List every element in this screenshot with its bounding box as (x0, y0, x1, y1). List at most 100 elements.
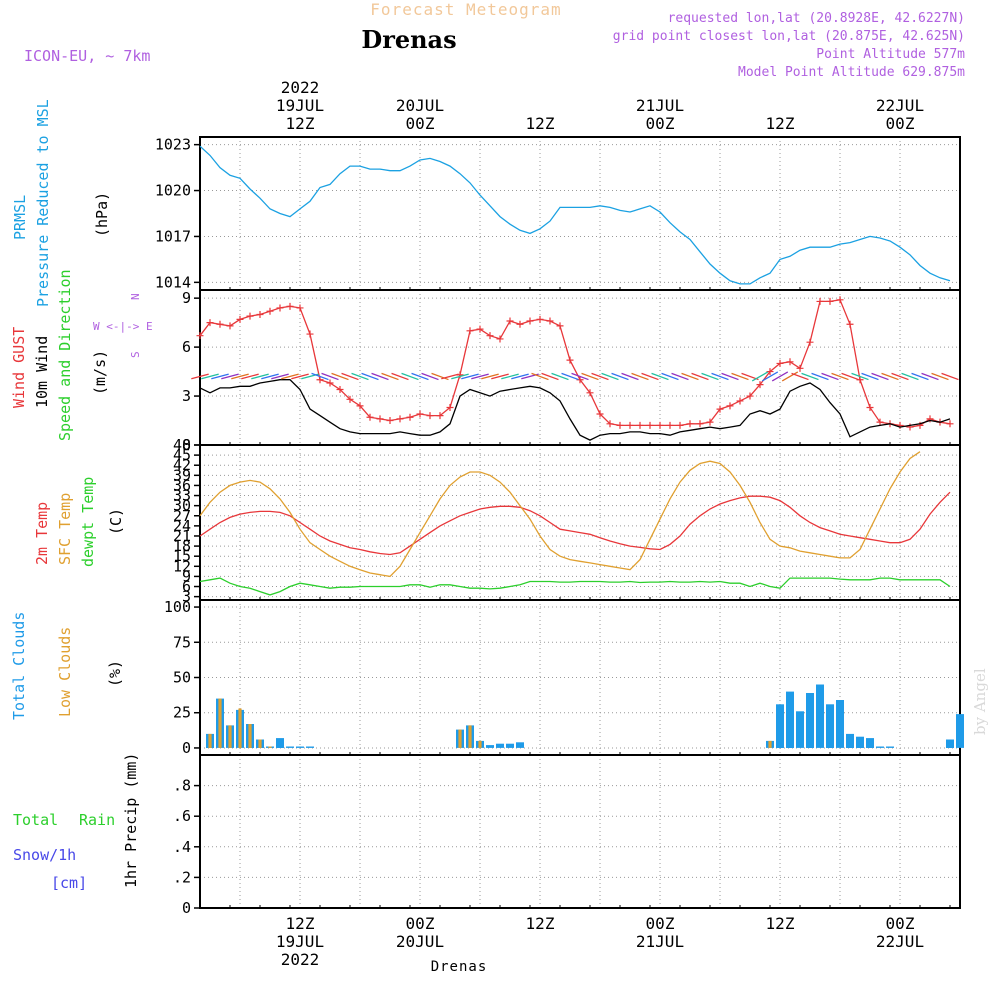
gust-marker (266, 307, 274, 315)
wind-panel: 0 3 6 9 (182, 289, 961, 454)
wind-direction-arrow (211, 373, 229, 380)
cloud-bar (866, 738, 874, 748)
time-label: 12Z (766, 914, 795, 933)
gust-marker (316, 376, 324, 384)
wind-direction-arrow (191, 373, 209, 380)
wind-direction-arrow (631, 372, 649, 381)
gust-marker (206, 319, 214, 327)
y-tick-label: 0 (182, 899, 191, 917)
cloud-bar (826, 704, 834, 748)
time-label: 12Z (286, 114, 315, 133)
gust-marker (776, 359, 784, 367)
wind-direction-arrow (891, 372, 909, 381)
wind-direction-arrow (381, 372, 399, 381)
requested-coords: requested lon,lat (20.8928E, 42.6227N) (668, 11, 965, 26)
gust-marker (806, 338, 814, 346)
gust-marker (496, 335, 504, 343)
wind-direction-arrow (711, 372, 729, 381)
y-tick-label: 25 (173, 704, 191, 722)
wind-direction-arrow (411, 372, 429, 381)
speed-direction-label: Speed and Direction (56, 269, 74, 441)
clouds-panel: 0 25 50 75 100 (164, 598, 964, 757)
wind-direction-arrow (561, 372, 579, 381)
gust-marker (586, 389, 594, 397)
wind-direction-arrow (851, 372, 869, 381)
gust-marker (226, 322, 234, 330)
cloud-bar (776, 704, 784, 748)
wind-direction-arrow (461, 373, 479, 380)
wind-direction-arrow (401, 372, 419, 381)
series-line-sfc-temp (199, 451, 921, 578)
cloud-bar (258, 739, 262, 748)
time-label: 12Z (526, 114, 555, 133)
y-tick-label: 45 (173, 446, 191, 464)
gust-marker (346, 395, 354, 403)
series-line-10m-wind (199, 379, 951, 441)
gust-marker (826, 297, 834, 305)
y-tick-label: .2 (173, 868, 191, 886)
y-tick-label: 1014 (155, 273, 191, 291)
wind-direction-arrow (201, 373, 219, 380)
gust-marker (436, 412, 444, 420)
cloud-bar (296, 746, 304, 748)
y-tick-label: 3 (182, 387, 191, 405)
wind-direction-arrow (811, 372, 829, 381)
gust-marker (476, 325, 484, 333)
cloud-bar (208, 733, 212, 748)
precip-unit-label: 1hr Precip (mm) (122, 753, 140, 888)
gust-marker (846, 320, 854, 328)
gust-marker (236, 315, 244, 323)
cloud-bar (796, 711, 804, 748)
precip-panel: 0 .2 .4 .6 .8 (173, 754, 961, 917)
cloud-bar (268, 746, 272, 748)
time-label: 00Z (886, 914, 915, 933)
gust-marker (516, 320, 524, 328)
wind-direction-arrow (271, 373, 289, 380)
wind-direction-arrow (261, 373, 279, 380)
gust-marker (376, 415, 384, 423)
wind-direction-arrow (441, 373, 459, 380)
wind-direction-arrow (241, 373, 259, 380)
gust-marker (566, 356, 574, 364)
wind-direction-arrow (451, 373, 469, 380)
subtitle: Forecast Meteogram (370, 0, 561, 19)
compass-s: S (129, 351, 142, 358)
wind-direction-arrow (831, 372, 849, 381)
cloud-bar (506, 743, 514, 748)
time-label: 20JUL (396, 932, 444, 951)
gust-marker (246, 312, 254, 320)
y-tick-label: 1020 (155, 182, 191, 200)
wind-direction-arrow (911, 372, 929, 381)
cm-label: [cm] (51, 874, 87, 892)
time-label: 2022 (281, 78, 320, 97)
cloud-bar (806, 693, 814, 748)
wind-direction-arrow (641, 372, 659, 381)
sfc-temp-label: SFC Temp (56, 493, 74, 565)
wind-direction-arrow (671, 372, 689, 381)
wind-direction-arrow (681, 372, 699, 381)
y-tick-label: 75 (173, 633, 191, 651)
wind-direction-arrow (591, 372, 609, 381)
wind-direction-arrow (541, 372, 559, 381)
hpa-unit-label: (hPa) (93, 192, 111, 237)
time-label: 00Z (406, 114, 435, 133)
compass-we: W <-|-> E (93, 320, 153, 333)
wind-direction-arrow (611, 372, 629, 381)
precip-labels: Total Rain Snow/1h [cm] 1hr Precip (mm) (13, 753, 140, 892)
wind-direction-arrow (231, 373, 249, 380)
y-tick-label: .4 (173, 838, 191, 856)
gust-marker (636, 421, 644, 429)
temp-labels: 2m Temp SFC Temp dewpt Temp (C) (33, 477, 125, 567)
gust-marker (656, 421, 664, 429)
wind-direction-arrow (471, 373, 489, 380)
wind-direction-arrow (841, 372, 859, 381)
wind-labels: Wind GUST 10m Wind Speed and Direction (… (10, 269, 153, 441)
gust-marker (696, 420, 704, 428)
wind-direction-arrow (861, 372, 879, 381)
cloud-bar (836, 700, 844, 748)
cloud-bar (856, 736, 864, 748)
y-tick-label: 6 (182, 338, 191, 356)
